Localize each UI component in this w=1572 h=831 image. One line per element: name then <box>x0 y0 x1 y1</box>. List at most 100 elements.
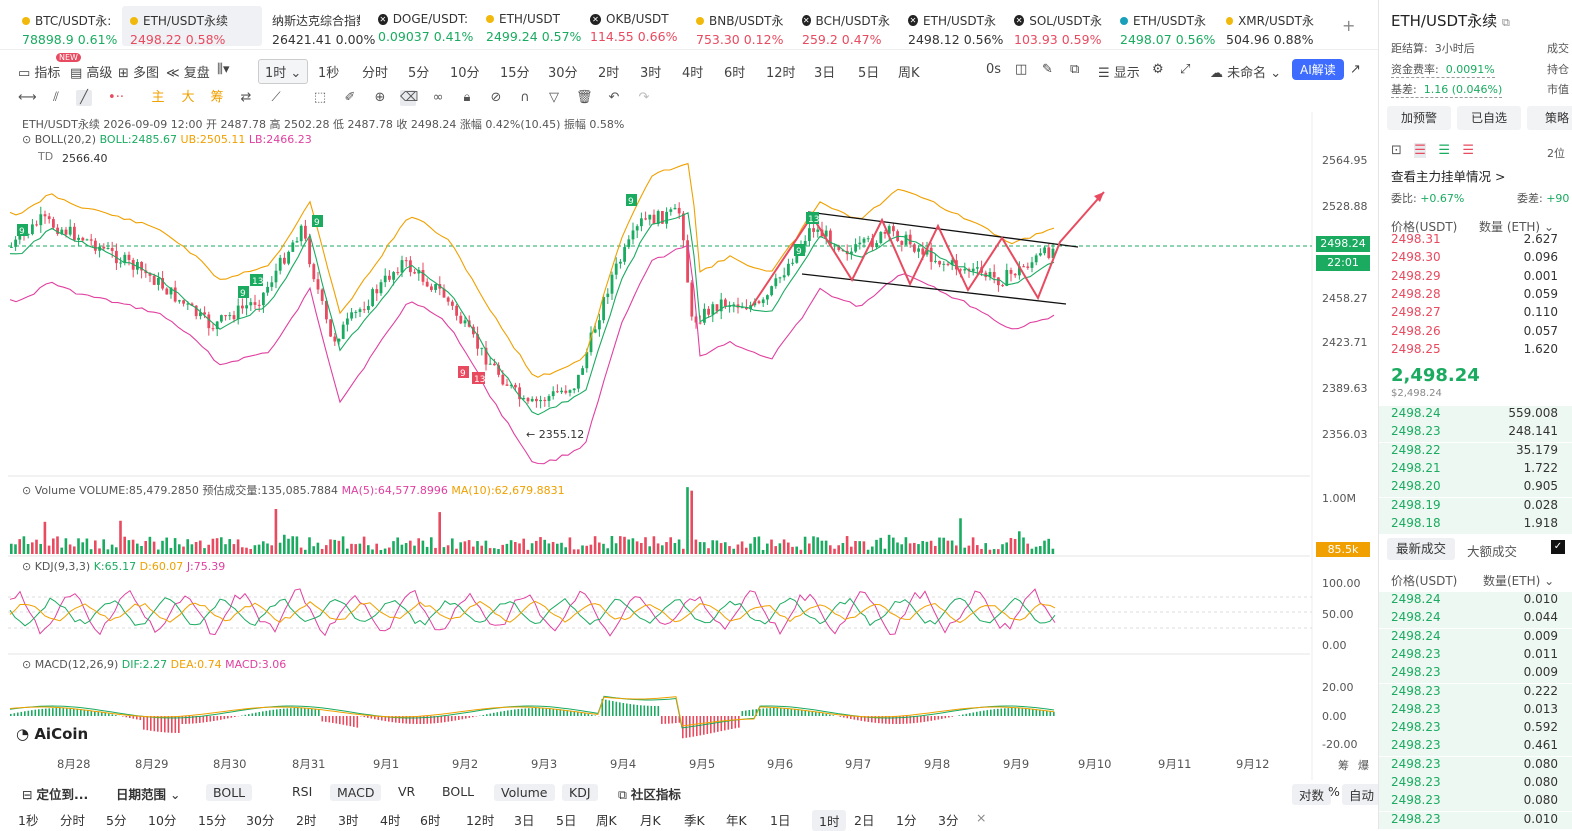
bottom-interval-option[interactable]: 12时 <box>466 810 494 829</box>
interval-option[interactable]: 2时 <box>598 62 619 81</box>
bottom-interval-option[interactable]: 10分 <box>148 810 176 829</box>
rect-tool-icon[interactable]: ⬚ <box>312 90 328 106</box>
auto-toggle[interactable]: 自动 <box>1342 784 1381 805</box>
compare-icon[interactable]: ⇄ <box>238 90 254 106</box>
chips-button[interactable]: 筹 <box>209 90 225 106</box>
bottom-interval-option[interactable]: 3日 <box>514 810 534 829</box>
add-ticker-icon[interactable]: + <box>1342 16 1355 35</box>
hide-icon[interactable]: ⊘ <box>488 90 504 106</box>
view-main-orders-link[interactable]: 查看主力挂单情况 > <box>1391 166 1505 185</box>
interval-option[interactable]: 5日 <box>858 62 879 81</box>
indicator-tag[interactable]: BOLL <box>206 784 252 801</box>
bottom-interval-option[interactable]: 1秒 <box>18 810 38 829</box>
delete-icon[interactable]: 🗑︎ <box>576 90 592 106</box>
interval-option[interactable]: 3日 <box>814 62 835 81</box>
trendline-tool-icon[interactable]: ╱ <box>76 90 92 106</box>
date-range-select[interactable]: 日期范围 ⌄ <box>116 784 180 803</box>
bottom-interval-option[interactable]: 2日 <box>854 810 874 829</box>
interval-option[interactable]: 15分 <box>500 62 530 81</box>
bottom-interval-option[interactable]: 15分 <box>198 810 226 829</box>
tab-latest-trades[interactable]: 最新成交 <box>1387 538 1455 560</box>
measure-icon[interactable]: ⟋ <box>268 90 284 106</box>
bottom-interval-option[interactable]: 年K <box>726 810 747 829</box>
interval-option[interactable]: 30分 <box>548 62 578 81</box>
redo-icon[interactable]: ↷ <box>636 90 652 106</box>
point-tool-icon[interactable]: •·· <box>108 90 124 106</box>
bottom-interval-option[interactable]: 1时 <box>812 810 846 831</box>
camera-icon[interactable]: ◫ <box>1015 62 1027 77</box>
bottom-interval-option[interactable]: 3时 <box>338 810 358 829</box>
percent-toggle[interactable]: % <box>1328 784 1340 799</box>
book-layout-icons[interactable]: ⊡ ☰ ☰ ☰ <box>1391 143 1474 158</box>
eraser-icon[interactable]: ⌫ <box>400 90 416 106</box>
main-force-button[interactable]: 主 <box>150 90 166 106</box>
big-order-button[interactable]: 大 <box>180 90 196 106</box>
community-indicator-button[interactable]: ⧉ 社区指标 <box>618 784 681 803</box>
indicator-tag[interactable]: KDJ <box>562 784 598 801</box>
depth-select[interactable]: 2位 <box>1547 145 1565 161</box>
filter-icon[interactable]: ▽ <box>546 90 562 106</box>
brush-icon[interactable]: ✐ <box>342 90 358 106</box>
zoom-icon[interactable]: ⊕ <box>372 90 388 106</box>
bottom-interval-option[interactable]: 1分 <box>896 810 916 829</box>
lock-icon[interactable]: 🔒︎ <box>459 90 475 106</box>
share-icon[interactable]: ↗ <box>1350 62 1361 77</box>
bottom-interval-option[interactable]: 分时 <box>60 810 85 829</box>
tab-big-trades[interactable]: 大额成交 <box>1467 541 1517 560</box>
undo-icon[interactable]: ↶ <box>606 90 622 106</box>
indicator-button[interactable]: ▭ 指标 <box>18 62 60 81</box>
bottom-interval-option[interactable]: 30分 <box>246 810 274 829</box>
bottom-interval-option[interactable]: 2时 <box>296 810 316 829</box>
candle-type-icon[interactable]: ⫼▾ <box>217 62 230 77</box>
add-alert-button[interactable]: 加预警 <box>1387 106 1451 130</box>
bottom-interval-option[interactable]: 周K <box>596 810 617 829</box>
indicator-tag[interactable]: BOLL <box>442 784 474 799</box>
layout-select[interactable]: ☁ 未命名 ⌄ <box>1210 62 1281 81</box>
interval-option[interactable]: 4时 <box>682 62 703 81</box>
interval-option[interactable]: 5分 <box>408 62 429 81</box>
magnet-icon[interactable]: ∩ <box>517 90 533 106</box>
interval-option[interactable]: 12时 <box>766 62 796 81</box>
interval-option[interactable]: 3时 <box>640 62 661 81</box>
replay-button[interactable]: ≪ 复盘 <box>166 62 210 81</box>
bottom-interval-option[interactable]: 5日 <box>556 810 576 829</box>
fullscreen-chart-icon[interactable]: ⧉ <box>1070 62 1079 77</box>
bottom-interval-option[interactable]: 月K <box>640 810 661 829</box>
indicator-tag[interactable]: VR <box>398 784 415 799</box>
multi-chart-button[interactable]: ⊞ 多图 <box>118 62 159 81</box>
interval-option[interactable]: 周K <box>898 62 920 81</box>
bottom-interval-option[interactable]: 6时 <box>420 810 440 829</box>
bottom-interval-option[interactable]: 4时 <box>380 810 400 829</box>
bottom-interval-option[interactable]: 季K <box>684 810 705 829</box>
interval-option[interactable]: 10分 <box>450 62 480 81</box>
hline-tool-icon[interactable]: ⟷ <box>18 90 34 106</box>
locate-button[interactable]: ⊟ 定位到... <box>22 784 88 803</box>
bottom-interval-option[interactable]: 1日 <box>770 810 790 829</box>
bottom-interval-option[interactable]: 3分 <box>938 810 958 829</box>
